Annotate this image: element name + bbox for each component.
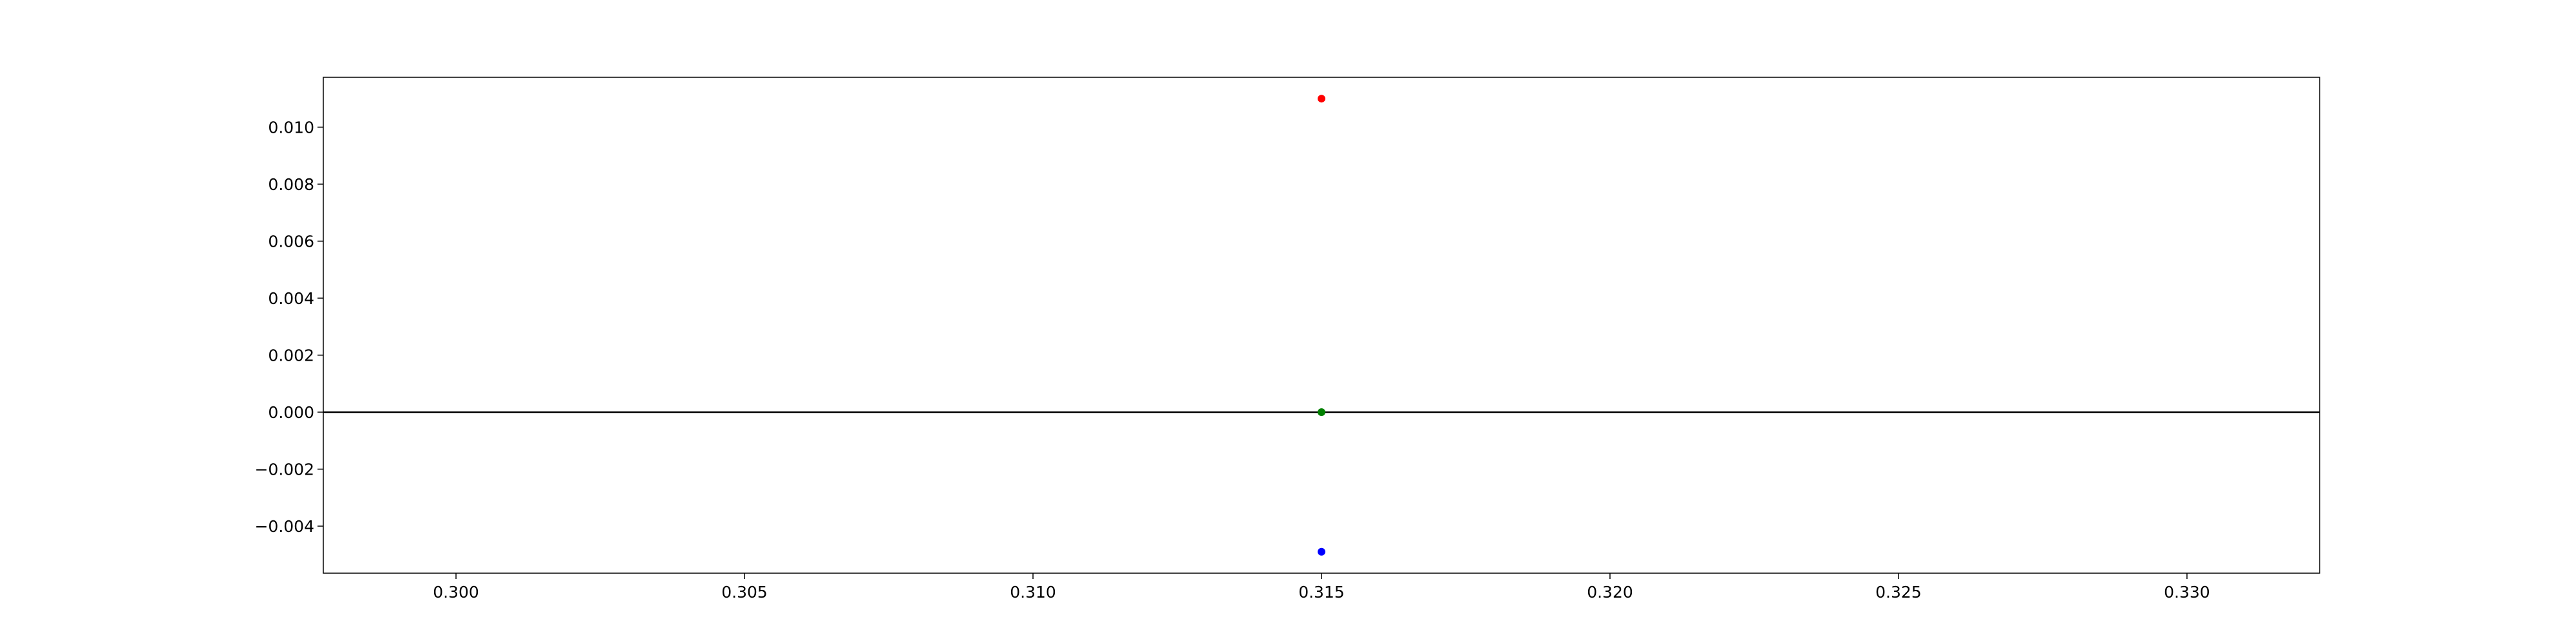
x-tick-label: 0.305 xyxy=(721,583,768,601)
x-tick-label: 0.325 xyxy=(1875,583,1922,601)
data-points xyxy=(1318,95,1325,556)
data-point-series-2 xyxy=(1318,547,1325,556)
y-tick-label: 0.006 xyxy=(268,232,314,251)
plot-frame xyxy=(323,77,2320,574)
y-tick-label: 0.010 xyxy=(268,118,314,137)
y-axis: 0.010 0.008 0.006 0.004 0.002 0.000 −0.002 −0.0… xyxy=(254,118,323,536)
y-tick-label: 0.002 xyxy=(268,346,314,365)
y-tick-label: 0.004 xyxy=(268,289,314,308)
y-tick-label: −0.002 xyxy=(254,460,314,478)
x-tick-label: 0.310 xyxy=(1010,583,1056,601)
x-tick-label: 0.330 xyxy=(2164,583,2210,601)
x-axis: 0.300 0.305 0.310 0.315 0.320 0.325 0.330 xyxy=(433,573,2210,601)
y-tick-label: −0.004 xyxy=(254,517,314,536)
y-tick-label: 0.008 xyxy=(268,175,314,194)
x-tick-label: 0.300 xyxy=(433,583,479,601)
data-point-series-1 xyxy=(1318,408,1325,416)
x-tick-label: 0.315 xyxy=(1298,583,1345,601)
x-tick-label: 0.320 xyxy=(1587,583,1633,601)
y-tick-label: 0.000 xyxy=(268,403,314,422)
data-point-series-0 xyxy=(1318,95,1325,103)
